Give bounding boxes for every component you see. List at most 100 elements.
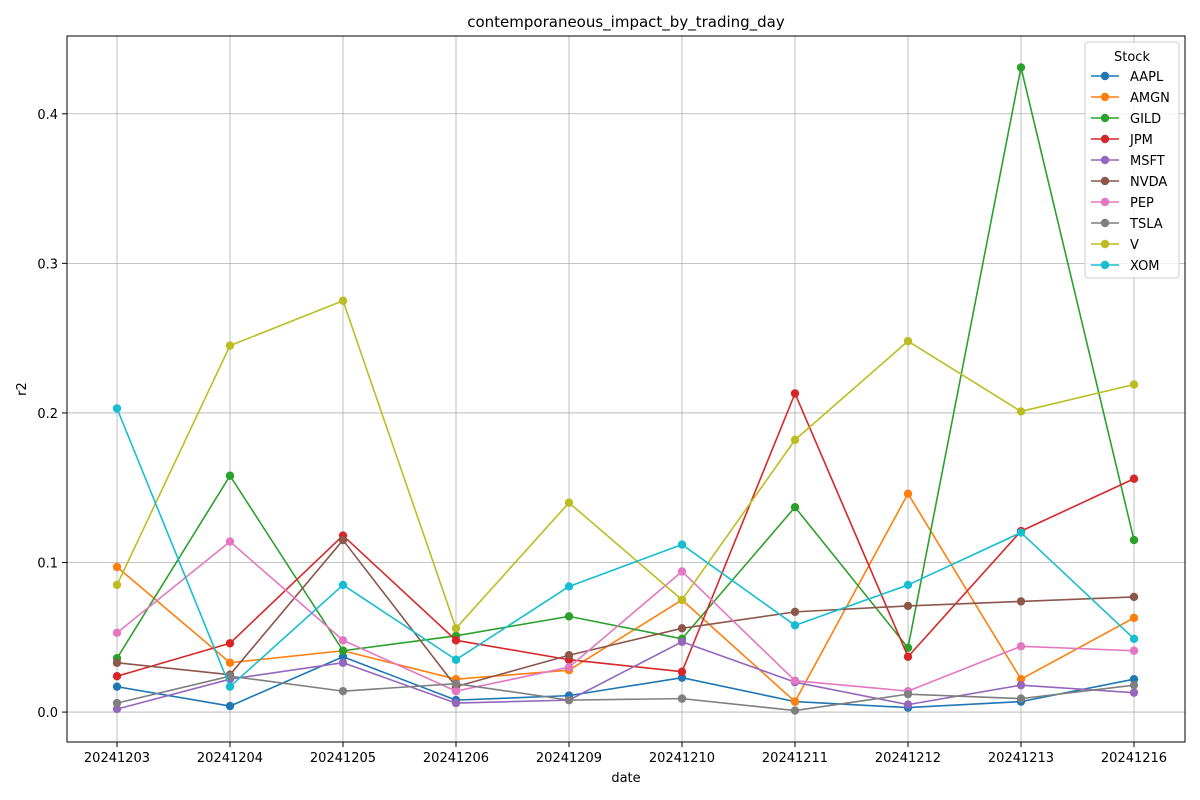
chart-title: contemporaneous_impact_by_trading_day [467,13,785,32]
data-point-tsla [112,698,122,708]
data-point-v [1129,380,1139,389]
series-line-aapl [116,655,1135,709]
data-point-jpm [1129,474,1139,483]
x-tick-label: 20241210 [649,751,715,766]
data-point-gild [564,612,574,621]
legend-label: AMGN [1130,91,1170,106]
legend-swatch-marker [1100,155,1110,165]
data-point-msft [677,637,687,646]
x-tick-label: 20241205 [310,751,376,766]
data-point-nvda [677,624,687,633]
data-point-tsla [677,694,687,703]
data-point-gild [225,471,235,480]
data-point-aapl [112,682,122,691]
data-point-pep [112,628,122,638]
data-point-msft [338,658,348,667]
legend-item-nvda: NVDA [1091,175,1167,190]
data-point-gild [338,646,348,655]
data-point-aapl [1129,674,1139,684]
data-point-amgn [112,562,122,572]
data-point-xom [903,580,913,590]
data-point-v [903,336,913,346]
data-point-amgn [1129,613,1139,623]
legend-swatch-marker [1100,239,1110,249]
data-point-amgn [1016,674,1026,684]
data-point-gild [1129,535,1139,545]
series-line-v [116,299,1135,630]
x-axis-label: date [611,771,640,786]
legend: Stock AAPL AMGN GILD JPM MSFT NVDA PEP TSLA V XOM [1084,41,1180,279]
x-tick-label: 20241216 [1101,751,1167,766]
data-point-nvda [790,607,800,617]
legend-item-pep: PEP [1091,196,1154,211]
data-point-pep [451,686,461,696]
data-point-tsla [790,706,800,715]
x-tick-label: 20241206 [423,751,489,766]
series-line-gild [116,66,1135,659]
x-tick-label: 20241209 [536,751,602,766]
legend-item-msft: MSFT [1091,154,1165,169]
data-point-tsla [451,679,461,688]
data-point-v [338,296,348,305]
y-tick-label: 0.0 [37,706,58,721]
legend-label: PEP [1130,196,1154,211]
data-point-amgn [225,658,235,667]
data-point-jpm [451,636,461,645]
data-point-pep [1129,646,1139,655]
data-point-nvda [564,651,574,660]
series-line-tsla [116,675,1135,712]
x-tick-label: 20241212 [875,751,941,766]
legend-item-tsla: TSLA [1091,217,1163,232]
x-tick-label: 20241204 [197,751,263,766]
x-tick-label: 20241213 [988,751,1054,766]
legend-swatch-marker [1100,218,1110,228]
data-point-xom [112,404,122,413]
series-line-xom [116,408,1135,688]
legend-swatch-marker [1100,71,1110,81]
data-point-v [112,580,122,590]
data-point-xom [677,540,687,549]
series-line-pep [116,540,1135,692]
data-point-v [225,341,235,350]
legend-swatch-marker [1100,134,1110,144]
data-point-nvda [338,535,348,545]
data-point-msft [1016,680,1026,690]
data-point-tsla [903,689,913,699]
data-point-tsla [564,695,574,705]
data-point-pep [1016,642,1026,651]
data-point-xom [1129,634,1139,643]
legend-swatch-marker [1100,176,1110,186]
data-point-xom [451,655,461,664]
data-point-jpm [903,652,913,661]
series-line-jpm [116,392,1135,677]
series-line-nvda [116,539,1135,688]
data-point-v [451,624,461,633]
data-point-aapl [225,701,235,711]
y-axis: 0.0 0.1 0.2 0.3 0.4 [37,108,67,721]
data-point-tsla [338,686,348,696]
y-tick-label: 0.1 [37,557,58,572]
data-point-amgn [790,697,800,706]
grid-lines [67,36,1185,742]
data-point-tsla [1016,694,1026,703]
legend-label: TSLA [1129,217,1163,232]
data-point-gild [790,502,800,512]
plot-frame [66,35,1186,743]
data-point-pep [225,537,235,546]
legend-item-jpm: JPM [1091,133,1153,148]
legend-item-xom: XOM [1091,259,1160,274]
data-point-pep [790,676,800,685]
data-point-nvda [1129,592,1139,602]
series-layer [112,63,1139,715]
data-point-msft [112,704,122,714]
y-tick-label: 0.3 [37,257,58,272]
series-tsla [112,671,1139,715]
data-point-jpm [790,389,800,398]
data-point-tsla [225,671,235,681]
data-point-pep [338,636,348,645]
data-point-xom [225,682,235,691]
legend-swatch-marker [1100,113,1110,123]
data-point-amgn [903,489,913,498]
series-line-amgn [116,492,1135,703]
